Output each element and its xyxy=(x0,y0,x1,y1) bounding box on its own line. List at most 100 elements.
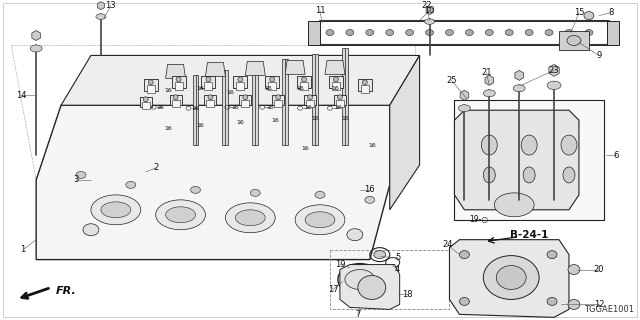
Ellipse shape xyxy=(547,251,557,259)
Bar xyxy=(454,100,604,220)
Ellipse shape xyxy=(460,251,469,259)
Bar xyxy=(304,95,316,105)
Bar xyxy=(175,82,182,90)
Text: 16: 16 xyxy=(334,105,342,110)
Ellipse shape xyxy=(269,77,275,82)
Text: 16: 16 xyxy=(157,105,164,110)
Ellipse shape xyxy=(126,181,136,188)
Bar xyxy=(239,95,252,105)
Polygon shape xyxy=(166,64,186,78)
Text: 22: 22 xyxy=(421,1,432,10)
Ellipse shape xyxy=(521,135,537,155)
Ellipse shape xyxy=(346,29,354,36)
Bar xyxy=(272,95,284,105)
Polygon shape xyxy=(426,7,433,15)
Text: 16: 16 xyxy=(301,146,309,150)
Text: 5: 5 xyxy=(395,253,400,262)
Ellipse shape xyxy=(143,97,148,102)
Polygon shape xyxy=(205,62,225,76)
Polygon shape xyxy=(559,30,589,51)
Ellipse shape xyxy=(191,186,200,193)
Text: 18: 18 xyxy=(403,290,413,299)
Ellipse shape xyxy=(166,207,195,223)
Ellipse shape xyxy=(301,77,307,82)
Bar xyxy=(141,102,150,109)
Ellipse shape xyxy=(326,29,334,36)
Polygon shape xyxy=(97,2,104,10)
Text: 16: 16 xyxy=(368,143,376,148)
Text: 14: 14 xyxy=(16,91,26,100)
Bar xyxy=(170,95,182,105)
Bar xyxy=(147,85,155,93)
Ellipse shape xyxy=(565,29,573,36)
Ellipse shape xyxy=(96,14,106,20)
Polygon shape xyxy=(308,20,320,45)
Ellipse shape xyxy=(485,29,493,36)
Ellipse shape xyxy=(347,229,363,241)
Bar xyxy=(330,250,449,309)
Ellipse shape xyxy=(458,105,470,112)
Bar xyxy=(312,54,318,145)
Polygon shape xyxy=(485,75,493,85)
Ellipse shape xyxy=(568,265,580,275)
Ellipse shape xyxy=(173,95,178,100)
Ellipse shape xyxy=(465,29,474,36)
Ellipse shape xyxy=(585,29,593,36)
Text: 25: 25 xyxy=(446,76,457,85)
Bar xyxy=(297,76,311,88)
Ellipse shape xyxy=(424,19,435,24)
Bar xyxy=(207,100,214,107)
Bar xyxy=(336,100,344,107)
Text: 19-○: 19-○ xyxy=(469,215,488,224)
Ellipse shape xyxy=(494,193,534,217)
Text: 19: 19 xyxy=(335,260,345,269)
Ellipse shape xyxy=(365,196,375,203)
Text: 16: 16 xyxy=(191,106,200,111)
Text: 16: 16 xyxy=(365,185,375,194)
Ellipse shape xyxy=(483,90,495,97)
Ellipse shape xyxy=(460,297,469,305)
Polygon shape xyxy=(36,105,390,260)
Bar xyxy=(234,76,247,88)
Text: 16: 16 xyxy=(311,116,319,121)
Ellipse shape xyxy=(584,12,594,20)
Ellipse shape xyxy=(358,276,386,300)
Ellipse shape xyxy=(374,251,386,259)
Bar xyxy=(358,79,372,91)
Text: 16: 16 xyxy=(164,126,173,131)
Text: 2: 2 xyxy=(153,164,158,172)
Bar xyxy=(241,100,250,107)
Ellipse shape xyxy=(545,29,553,36)
Text: 8: 8 xyxy=(608,8,614,17)
Ellipse shape xyxy=(236,210,265,226)
Text: 9: 9 xyxy=(596,51,602,60)
Polygon shape xyxy=(515,70,524,80)
Text: 10: 10 xyxy=(424,6,435,15)
Ellipse shape xyxy=(148,80,153,85)
Polygon shape xyxy=(340,265,399,309)
Ellipse shape xyxy=(366,29,374,36)
Bar xyxy=(268,82,276,90)
Text: TGGAE1001: TGGAE1001 xyxy=(584,305,634,314)
Bar xyxy=(300,82,308,90)
Bar xyxy=(222,70,228,145)
Polygon shape xyxy=(390,55,420,210)
Text: B-24-1: B-24-1 xyxy=(510,230,548,240)
Bar xyxy=(334,95,346,105)
Ellipse shape xyxy=(305,212,335,228)
Ellipse shape xyxy=(483,256,539,300)
Text: 16: 16 xyxy=(331,86,339,91)
Polygon shape xyxy=(61,55,420,105)
Text: FR.: FR. xyxy=(56,286,77,296)
Text: 15: 15 xyxy=(573,8,584,17)
Ellipse shape xyxy=(481,135,497,155)
Text: 16: 16 xyxy=(236,120,244,125)
Ellipse shape xyxy=(295,205,345,235)
Bar xyxy=(138,150,149,173)
Ellipse shape xyxy=(250,189,260,196)
Bar xyxy=(306,100,314,107)
Ellipse shape xyxy=(525,29,533,36)
Text: 3: 3 xyxy=(74,175,79,184)
Bar xyxy=(202,76,216,88)
Polygon shape xyxy=(460,90,468,100)
